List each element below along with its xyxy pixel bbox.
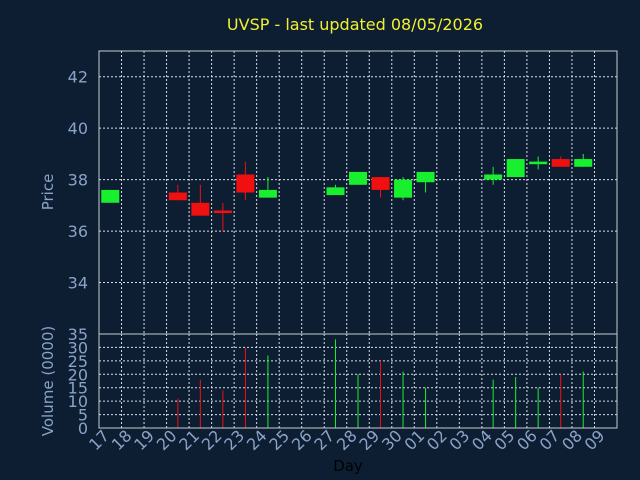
candle-body	[213, 210, 232, 214]
price-y-label: Price	[39, 174, 57, 211]
price-candles	[101, 153, 593, 232]
volume-y-tick: 20	[68, 365, 88, 384]
candle	[574, 153, 593, 167]
candle	[371, 177, 390, 198]
price-y-ticks: 34 36 38 40 42	[68, 68, 88, 293]
chart-title: UVSP - last updated 08/05/2026	[227, 15, 483, 34]
volume-y-tick: 35	[68, 325, 88, 344]
candle	[551, 156, 570, 167]
candle	[101, 189, 120, 203]
candle-body	[574, 159, 593, 167]
price-y-tick: 42	[68, 68, 88, 87]
candle-body	[551, 159, 570, 167]
candle-body	[101, 189, 120, 203]
candle-body	[529, 161, 548, 165]
price-y-tick: 34	[68, 274, 88, 293]
volume-y-tick: 25	[68, 352, 88, 371]
price-y-tick: 40	[68, 119, 88, 138]
candle-body	[258, 189, 277, 198]
candle-body	[394, 179, 413, 198]
candle-body	[416, 171, 435, 183]
x-ticks: 1718192021222324252627282930010203040506…	[85, 426, 608, 454]
price-grid	[99, 51, 617, 334]
volume-y-tick: 30	[68, 338, 88, 357]
candle	[416, 171, 435, 193]
candle	[191, 184, 210, 216]
candle-body	[168, 192, 187, 201]
candle	[236, 161, 255, 201]
volume-y-label: Volume (0000)	[39, 326, 57, 436]
x-axis-label: Day	[333, 457, 363, 475]
price-y-tick: 36	[68, 222, 88, 241]
volume-y-tick: 10	[68, 392, 88, 411]
candle-body	[348, 171, 368, 185]
candle-body	[371, 177, 390, 190]
volume-y-tick: 5	[78, 406, 88, 425]
volume-y-tick: 0	[78, 419, 88, 438]
candle	[326, 184, 345, 196]
candle	[258, 177, 277, 198]
candle-body	[506, 159, 525, 178]
candle-body	[191, 202, 210, 216]
x-tick-label: 09	[581, 426, 609, 454]
candle	[394, 177, 413, 201]
price-y-tick: 38	[68, 171, 88, 190]
candle-body	[484, 174, 503, 180]
candle	[506, 159, 525, 178]
volume-y-tick: 15	[68, 379, 88, 398]
candle-body	[326, 187, 345, 196]
candle	[484, 166, 503, 185]
candle	[213, 202, 232, 232]
candle	[348, 171, 368, 185]
volume-bars	[177, 339, 584, 428]
volume-frame	[98, 333, 618, 429]
candle-body	[236, 174, 255, 193]
candle	[529, 156, 548, 170]
candle	[168, 184, 187, 201]
price-panel: 34 36 38 40 42 Price	[39, 50, 618, 335]
